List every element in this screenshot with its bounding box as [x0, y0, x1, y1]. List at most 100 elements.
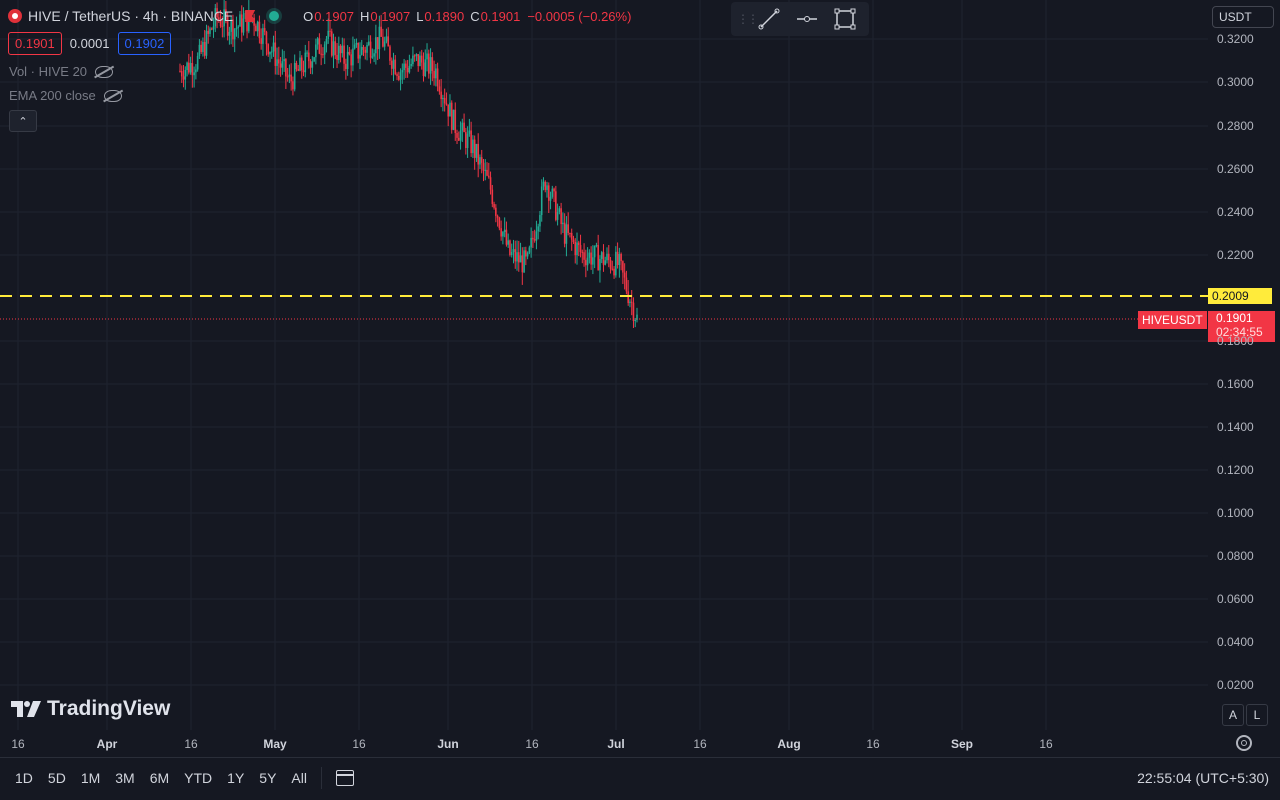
candle: [302, 60, 305, 77]
candle: [611, 260, 614, 271]
candle: [316, 36, 319, 50]
candle: [475, 143, 478, 162]
range-button-3m[interactable]: 3M: [115, 770, 135, 786]
buy-price-box[interactable]: 0.1902: [117, 32, 172, 55]
range-button-1y[interactable]: 1Y: [227, 770, 245, 786]
candle: [558, 206, 561, 215]
range-button-1m[interactable]: 1M: [80, 770, 101, 786]
time-tick-label: 16: [184, 737, 198, 751]
quote-row: 0.1901 0.0001 0.1902: [8, 32, 172, 55]
candle: [420, 49, 423, 70]
candle: [281, 49, 284, 75]
candle: [269, 51, 271, 63]
candle: [500, 220, 502, 241]
candle: [223, 0, 225, 38]
candle: [479, 154, 481, 169]
candle: [205, 24, 208, 59]
candle: [311, 56, 314, 75]
candle: [489, 171, 492, 195]
clock[interactable]: 22:55:04 (UTC+5:30): [1137, 770, 1269, 786]
trend-line-tool[interactable]: [753, 5, 785, 33]
candle: [350, 49, 352, 78]
range-button-1d[interactable]: 1D: [15, 770, 33, 786]
candle: [278, 46, 280, 75]
candle: [572, 235, 575, 244]
price-chart[interactable]: [0, 0, 1208, 730]
horizontal-ray-tool[interactable]: [791, 5, 823, 33]
candle: [357, 42, 360, 64]
candle: [394, 55, 397, 76]
candle: [417, 54, 420, 72]
sell-price-box[interactable]: 0.1901: [8, 32, 62, 55]
candle: [535, 220, 538, 250]
candle: [285, 58, 287, 89]
candle: [318, 33, 321, 55]
candle: [186, 61, 188, 77]
candle: [274, 30, 277, 75]
candle: [322, 47, 324, 59]
price-tick-label: 0.1800: [1217, 334, 1254, 348]
eye-off-icon[interactable]: [103, 89, 122, 102]
indicator-ema[interactable]: EMA 200 close: [9, 88, 122, 103]
ohlc-value: 0.1907: [314, 8, 355, 24]
candle: [477, 133, 479, 178]
price-tick-label: 0.2600: [1217, 162, 1254, 176]
log-scale-button[interactable]: L: [1246, 704, 1268, 726]
price-axis[interactable]: [1208, 0, 1280, 730]
candle: [634, 317, 637, 328]
candle: [436, 62, 439, 92]
candle: [435, 63, 437, 87]
ohlc-value: 0.1907: [370, 8, 411, 24]
candle: [539, 211, 541, 232]
gear-icon[interactable]: [1236, 735, 1252, 751]
candle: [240, 5, 243, 42]
candle: [502, 231, 504, 245]
candle: [228, 26, 231, 45]
candle: [450, 100, 453, 134]
candle: [345, 58, 347, 80]
drag-handle-icon[interactable]: ⋮⋮: [737, 12, 759, 26]
candle: [390, 57, 393, 76]
auto-scale-button[interactable]: A: [1222, 704, 1244, 726]
candle: [346, 45, 349, 76]
range-button-5d[interactable]: 5D: [47, 770, 66, 786]
candle: [463, 113, 465, 133]
bottom-toolbar: 1D 5D 1M 3M 6M YTD 1Y 5Y All 22:55:04 (UTC+5:30): [0, 757, 1280, 798]
rectangle-tool[interactable]: [829, 5, 861, 33]
indicator-volume[interactable]: Vol · HIVE 20: [9, 64, 114, 79]
candle: [577, 240, 580, 257]
candle: [397, 71, 400, 82]
collapse-legend-button[interactable]: ⌃: [9, 110, 37, 132]
candle: [505, 221, 508, 247]
indicator-label: EMA 200 close: [9, 88, 96, 103]
candle: [516, 240, 518, 271]
candle: [179, 63, 181, 73]
currency-select[interactable]: USDT: [1212, 6, 1274, 28]
candle: [380, 14, 382, 38]
eye-off-icon[interactable]: [95, 65, 114, 78]
candle: [419, 51, 421, 67]
candle: [332, 33, 335, 69]
candle: [396, 72, 398, 81]
candle: [239, 11, 241, 27]
calendar-icon[interactable]: [335, 770, 354, 786]
candle: [189, 56, 192, 75]
candle: [283, 50, 285, 72]
flag-icon[interactable]: [245, 10, 256, 22]
candle: [203, 30, 206, 59]
range-button-all[interactable]: All: [291, 770, 307, 786]
candle: [570, 228, 573, 251]
range-button-ytd[interactable]: YTD: [184, 770, 213, 786]
candle: [232, 14, 234, 47]
candle: [348, 46, 351, 56]
candle: [586, 247, 589, 271]
candle: [440, 78, 442, 108]
last-price-value: 0.1901: [1216, 311, 1253, 325]
symbol-title[interactable]: HIVE / TetherUS · 4h · BINANCE: [28, 8, 234, 24]
range-button-6m[interactable]: 6M: [149, 770, 170, 786]
candle: [293, 54, 296, 92]
change-value: −0.0005 (−0.26%): [527, 8, 632, 24]
range-button-5y[interactable]: 5Y: [259, 770, 277, 786]
price-tick-label: 0.0600: [1217, 592, 1254, 606]
tradingview-logo[interactable]: TradingView: [11, 697, 170, 721]
